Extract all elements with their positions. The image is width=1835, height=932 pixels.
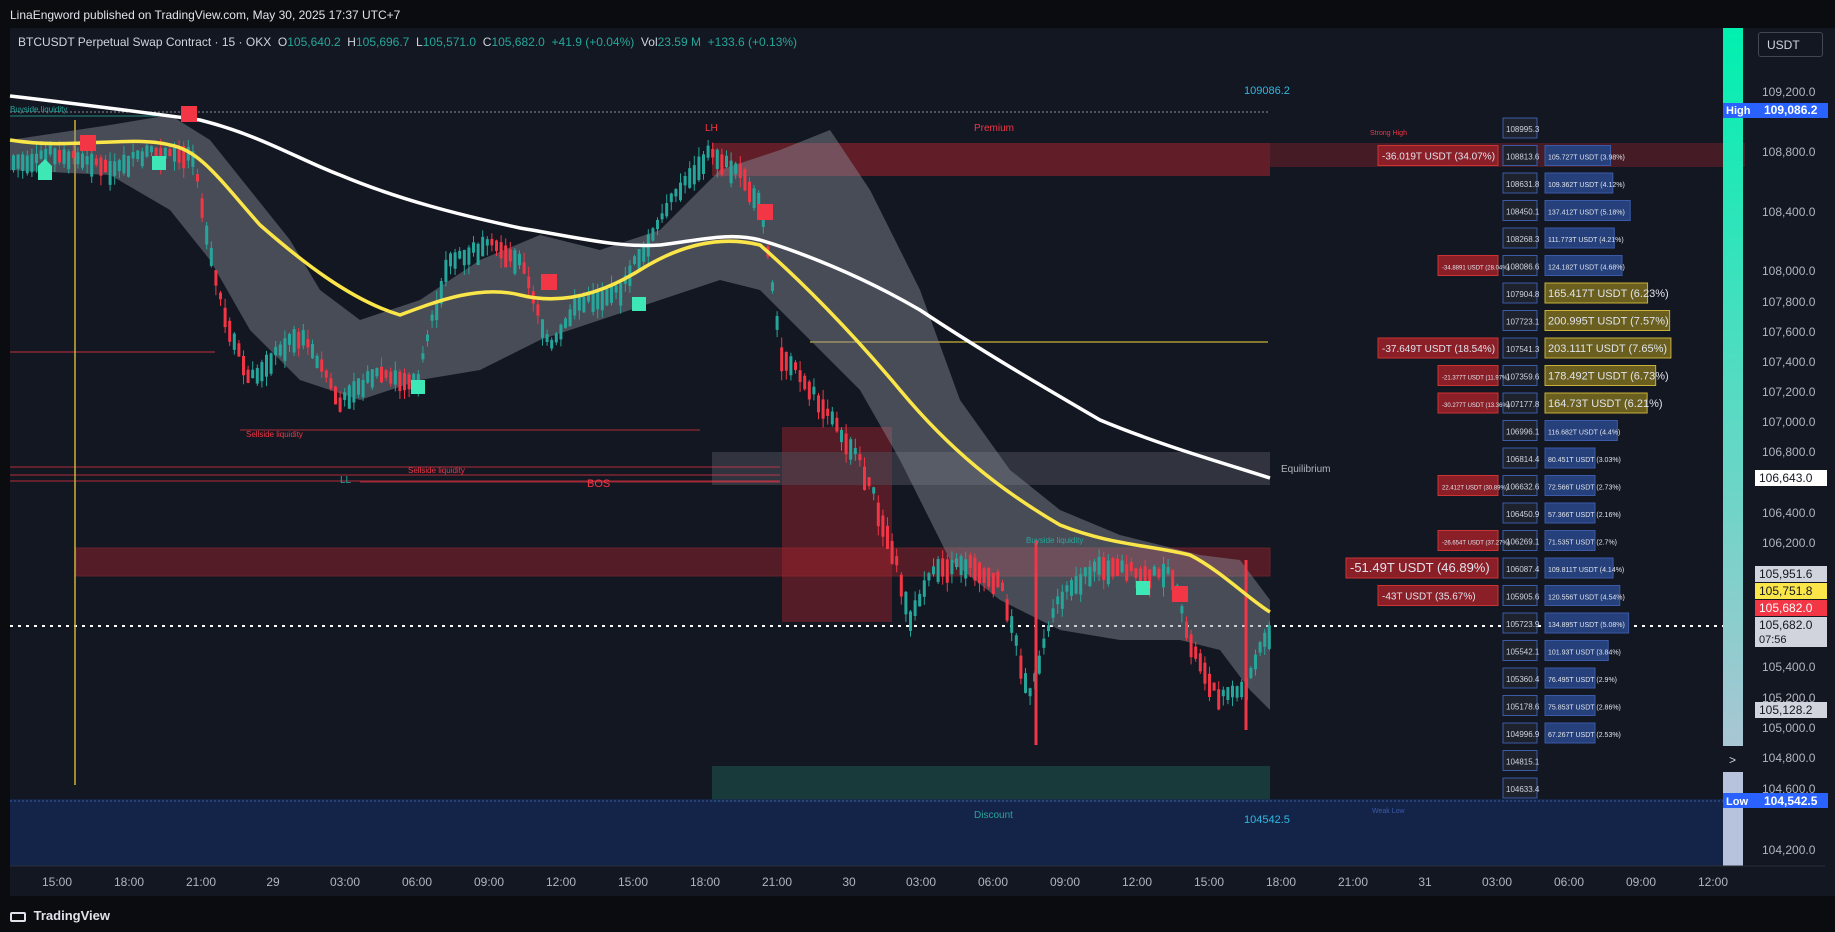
vol-label: Vol [640,35,658,49]
close-value: 105,682.0 [491,35,545,49]
open-value: 105,640.2 [287,35,341,49]
low-label: L [416,35,423,49]
publish-text: LinaEngword published on TradingView.com… [10,8,401,22]
footer: TradingView [0,900,1835,932]
vol-change: +133.6 (+0.13%) [707,35,798,49]
chart-area[interactable] [10,28,1835,896]
open-label: O [277,35,288,49]
tradingview-logo-icon[interactable] [10,911,26,922]
close-label: C [482,35,492,49]
change-value: +41.9 (+0.04%) [551,35,635,49]
high-label: H [347,35,356,49]
symbol-legend: BTCUSDT Perpetual Swap Contract · 15 · O… [18,35,797,49]
currency-button[interactable]: USDT [1758,32,1823,57]
high-value: 105,696.7 [355,35,410,49]
symbol-title[interactable]: BTCUSDT Perpetual Swap Contract · 15 · O… [18,35,272,49]
low-value: 105,571.0 [422,35,477,49]
publish-banner: LinaEngword published on TradingView.com… [0,0,1835,28]
vol-value: 23.59 M [657,35,701,49]
footer-brand[interactable]: TradingView [33,908,110,923]
